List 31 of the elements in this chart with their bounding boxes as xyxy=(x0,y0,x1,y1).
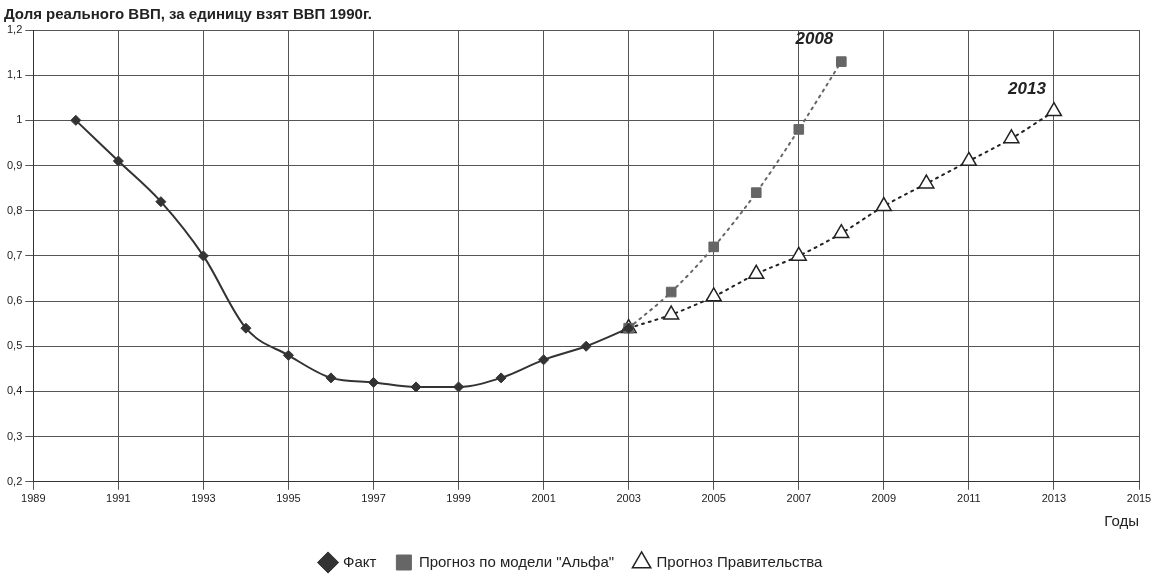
chart-title: Доля реального ВВП, за единицу взят ВВП 1990г. xyxy=(4,5,372,23)
y-tick-label: 0,2 xyxy=(6,474,23,487)
y-tick-label: 0,4 xyxy=(6,384,23,397)
y-tick-label: 0,6 xyxy=(6,294,23,307)
y-tick-label: 0,9 xyxy=(6,158,23,171)
x-tick-label: 1997 xyxy=(361,492,386,505)
x-tick-label: 2011 xyxy=(957,492,981,505)
x-tick-label: 1995 xyxy=(276,492,301,505)
y-tick-label: 0,8 xyxy=(6,203,23,216)
x-axis-title: Годы xyxy=(1104,512,1139,530)
x-tick-label: 1993 xyxy=(191,492,216,505)
x-tick-label: 2007 xyxy=(786,492,812,505)
x-tick-label: 2003 xyxy=(616,492,641,505)
x-tick-label: 1989 xyxy=(21,492,46,505)
y-tick-label: 0,7 xyxy=(6,248,23,261)
x-tick-label: 2013 xyxy=(1041,492,1067,505)
x-tick-label: 2001 xyxy=(531,492,556,505)
x-tick-label: 2015 xyxy=(1126,492,1152,505)
legend-label: Прогноз Правительства xyxy=(656,552,824,570)
x-tick-label: 1991 xyxy=(106,492,131,505)
annotation: 2013 xyxy=(1007,78,1047,98)
y-tick-label: 1,1 xyxy=(6,68,23,81)
y-tick-label: 1,2 xyxy=(6,23,23,36)
y-tick-label: 0,5 xyxy=(6,339,23,352)
x-tick-label: 1999 xyxy=(446,492,471,505)
legend-label: Факт xyxy=(343,552,377,570)
x-tick-label: 2009 xyxy=(871,492,897,505)
y-tick-label: 1 xyxy=(16,113,23,126)
y-tick-label: 0,3 xyxy=(6,429,23,442)
legend-label: Прогноз по модели "Альфа" xyxy=(418,552,615,570)
x-tick-label: 2005 xyxy=(701,492,726,505)
